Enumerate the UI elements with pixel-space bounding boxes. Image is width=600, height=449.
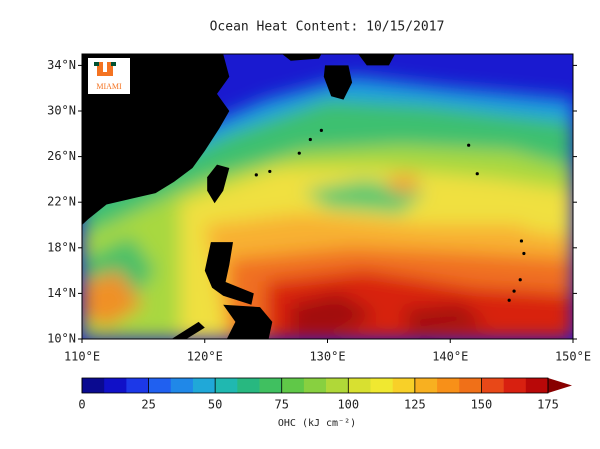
- colorbar-tick-label: 150: [471, 398, 493, 412]
- logo-mark: [94, 62, 99, 66]
- island: [254, 173, 258, 177]
- x-tick-label: 140°E: [432, 350, 468, 364]
- colorbar-swatch: [259, 378, 283, 393]
- colorbar-swatch: [192, 378, 216, 393]
- colorbar-swatch: [392, 378, 416, 393]
- y-tick-label: 34°N: [47, 58, 76, 72]
- colorbar-tick-label: 100: [337, 398, 359, 412]
- colorbar-swatch: [503, 378, 527, 393]
- island: [297, 151, 301, 155]
- logo-mark: [97, 62, 113, 76]
- colorbar-swatch: [170, 378, 194, 393]
- island: [467, 143, 471, 147]
- colorbar-swatch: [326, 378, 349, 393]
- y-tick-label: 22°N: [47, 195, 76, 209]
- colorbar-swatch: [437, 378, 460, 393]
- colorbar-swatch: [303, 378, 327, 393]
- island: [519, 239, 524, 243]
- island: [518, 278, 522, 282]
- heat-region: [401, 304, 488, 334]
- colorbar-swatch: [459, 378, 482, 393]
- colorbar-swatch: [126, 378, 149, 393]
- colorbar-extension: [548, 378, 572, 393]
- island: [268, 169, 272, 174]
- landmass: [171, 321, 205, 339]
- colorbar-tick-label: 125: [404, 398, 426, 412]
- colorbar-swatch: [525, 378, 549, 393]
- colorbar-swatch: [82, 378, 105, 393]
- landmass: [207, 164, 230, 204]
- heat-region: [82, 270, 144, 328]
- logo: MIAMI: [88, 58, 130, 94]
- landmass: [223, 304, 273, 339]
- colorbar-swatch: [104, 378, 127, 393]
- y-tick-label: 14°N: [47, 286, 76, 300]
- colorbar-swatch: [237, 378, 260, 393]
- x-tick-label: 150°E: [555, 350, 591, 364]
- heat-region: [290, 293, 377, 334]
- colorbar-swatch: [414, 378, 438, 393]
- colorbar-swatch: [215, 378, 238, 393]
- logo-text: MIAMI: [96, 82, 122, 91]
- island: [512, 289, 516, 293]
- landmass: [282, 54, 322, 61]
- colorbar-tick-label: 50: [208, 398, 222, 412]
- colorbar-tick-label: 0: [78, 398, 85, 412]
- landmass: [204, 242, 254, 305]
- map-title: Ocean Heat Content: 10/15/2017: [210, 20, 445, 35]
- colorbar-tick-label: 25: [141, 398, 155, 412]
- island: [319, 128, 323, 132]
- landmass: [358, 54, 395, 66]
- colorbar-swatch: [370, 378, 393, 393]
- y-tick-label: 18°N: [47, 240, 76, 254]
- y-tick-label: 30°N: [47, 104, 76, 118]
- colorbar-swatch: [148, 378, 172, 393]
- field-blobs: [82, 76, 573, 339]
- landmass: [82, 54, 230, 225]
- colorbar-tick-label: 75: [274, 398, 288, 412]
- island: [522, 251, 526, 256]
- x-tick-label: 120°E: [187, 350, 223, 364]
- colorbar-swatch: [348, 378, 371, 393]
- logo-mark: [111, 62, 116, 66]
- y-tick-label: 26°N: [47, 149, 76, 163]
- heat-region: [388, 173, 420, 194]
- colorbar-swatch: [281, 378, 305, 393]
- land: [82, 54, 526, 339]
- x-tick-label: 130°E: [309, 350, 345, 364]
- island: [308, 137, 312, 142]
- colorbar-tick-label: 175: [537, 398, 559, 412]
- x-tick-label: 110°E: [64, 350, 100, 364]
- island: [507, 298, 511, 302]
- landmass: [323, 65, 353, 100]
- heat-region: [523, 196, 573, 237]
- colorbar-swatch: [481, 378, 504, 393]
- colorbar-label: OHC (kJ cm⁻²): [278, 418, 356, 429]
- heat-field: [82, 54, 573, 339]
- y-tick-label: 10°N: [47, 332, 76, 346]
- island: [475, 172, 479, 176]
